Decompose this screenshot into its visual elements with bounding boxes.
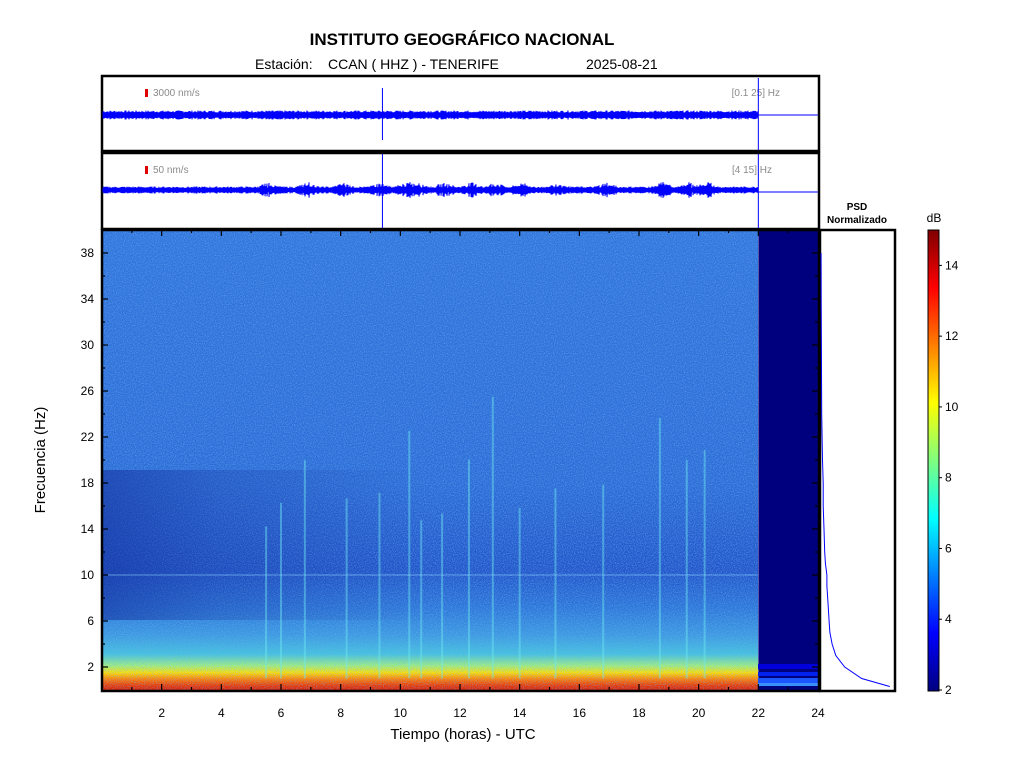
spectrogram-panel: 2 4 6 8 10 12 14 16 18 20 22 24 261014182226303438 …: [32, 228, 825, 743]
date-label: 2025-08-21: [586, 56, 658, 72]
seis2-trace: [102, 182, 759, 198]
nodata-band-2: [758, 672, 818, 676]
x-tick-label: 10: [394, 706, 408, 720]
spectrogram-event-12: [602, 484, 605, 679]
station-label: CCAN ( HHZ ) - TENERIFE: [328, 56, 499, 72]
y-tick-label: 10: [81, 568, 95, 582]
spectrogram-event-13: [658, 418, 661, 679]
spectrogram-event-11: [554, 488, 557, 679]
psd-frame: [818, 228, 897, 693]
colorbar-tick-label: 12: [945, 329, 959, 343]
y-tick-label: 18: [81, 476, 95, 490]
x-tick-label: 24: [811, 706, 825, 720]
spectrogram-event-15: [703, 450, 706, 679]
psd-title-line1: PSD: [847, 202, 868, 213]
nodata-band-1: [758, 664, 818, 669]
seis1-scale-label: 3000 nm/s: [153, 88, 200, 99]
psd-panel: PSD Normalizado: [818, 202, 897, 693]
station-prefix: Estación:: [255, 56, 313, 72]
spectrogram-events: [265, 396, 706, 679]
spectrogram-event-10: [518, 507, 521, 679]
x-tick-label: 14: [513, 706, 527, 720]
spectrogram-event-14: [685, 460, 688, 679]
psd-title-line2: Normalizado: [827, 215, 887, 226]
colorbar: dB 2 4 6 8 10 12 14: [927, 211, 959, 697]
spectrogram-event-4: [378, 492, 381, 679]
spectrogram-event-8: [467, 459, 470, 679]
seis2-scale-label: 50 nm/s: [153, 165, 189, 176]
colorbar-tick-label: 14: [945, 258, 959, 272]
spectrogram-event-9: [491, 396, 494, 679]
y-tick-label: 26: [81, 384, 95, 398]
y-tick-label: 38: [81, 246, 95, 260]
spectrogram-event-6: [420, 520, 423, 679]
seis1-band-label: [0.1 25] Hz: [732, 88, 780, 99]
spectrogram-event-3: [345, 498, 348, 679]
y-tick-label: 2: [87, 660, 94, 674]
spectrogram-quiet-region: [102, 470, 432, 620]
colorbar-ticks: 2 4 6 8 10 12 14: [939, 258, 959, 697]
seis2-scale-bar: [145, 166, 148, 174]
seis1-trace: [102, 110, 759, 120]
spectrogram-event-5: [408, 430, 411, 679]
seis2-band-label: [4 15] Hz: [732, 165, 772, 176]
x-tick-label: 18: [632, 706, 646, 720]
x-tick-label: 8: [337, 706, 344, 720]
colorbar-tick-label: 10: [945, 400, 959, 414]
x-tick-label: 22: [752, 706, 766, 720]
x-tick-label: 4: [218, 706, 225, 720]
y-tick-label: 34: [81, 292, 95, 306]
y-tick-label: 6: [87, 614, 94, 628]
spectrogram-no-data-block: [758, 230, 818, 691]
nodata-band-4: [758, 683, 818, 686]
page-title: INSTITUTO GEOGRÁFICO NACIONAL: [310, 30, 615, 49]
x-tick-label: 20: [692, 706, 706, 720]
x-tick-label: 6: [278, 706, 285, 720]
nodata-band-3: [758, 678, 818, 683]
x-tick-label: 16: [573, 706, 587, 720]
seis1-scale-bar: [145, 89, 148, 97]
y-tick-label: 30: [81, 338, 95, 352]
x-axis-label: Tiempo (horas) - UTC: [390, 726, 535, 743]
y-tick-label: 14: [81, 522, 95, 536]
spectrogram-x-ticks: 2 4 6 8 10 12 14 16 18 20 22 24: [131, 230, 825, 720]
colorbar-tick-label: 2: [945, 683, 952, 697]
colorbar-unit-label: dB: [927, 211, 942, 225]
spectrogram-event-2: [303, 460, 306, 679]
y-tick-label: 22: [81, 430, 95, 444]
spectrogram-event-7: [441, 513, 444, 679]
spectrogram-event-0: [265, 526, 268, 679]
colorbar-tick-label: 8: [945, 471, 952, 485]
colorbar-tick-label: 4: [945, 612, 952, 626]
y-axis-label: Frecuencia (Hz): [32, 407, 49, 514]
seismogram-broadband-panel: 3000 nm/s [0.1 25] Hz: [100, 74, 821, 153]
colorbar-gradient: [927, 229, 940, 692]
colorbar-tick-label: 6: [945, 541, 952, 555]
x-tick-label: 12: [453, 706, 467, 720]
seismogram-filtered-panel: 50 nm/s [4 15] Hz: [100, 151, 821, 231]
x-tick-label: 2: [158, 706, 165, 720]
psd-line: [820, 252, 890, 687]
spectrogram-event-1: [280, 502, 282, 679]
